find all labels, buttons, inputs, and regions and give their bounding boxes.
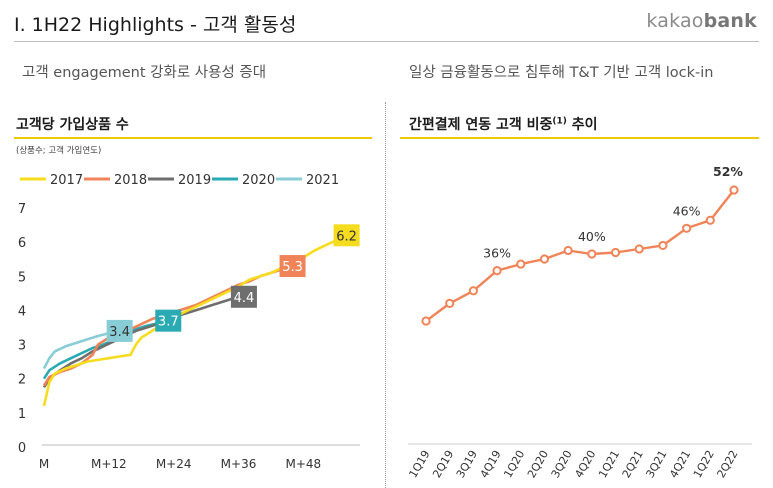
page-title: I. 1H22 Highlights - 고객 활동성 — [14, 14, 297, 36]
data-point-3Q21 — [658, 240, 668, 251]
end-label-box-2019 — [230, 285, 257, 308]
y-tick-label: 2 — [18, 373, 26, 388]
data-label-4Q19: 36% — [483, 246, 511, 261]
x-tick-label: 1Q20 — [501, 448, 527, 480]
left-panel-rule — [14, 137, 372, 139]
right-panel-title-suffix: 추이 — [566, 117, 598, 133]
x-tick-label: M — [39, 457, 49, 471]
end-label-2021: 3.4 — [109, 325, 130, 340]
x-tick-label: 2Q20 — [525, 448, 551, 480]
x-tick-label: 4Q20 — [572, 448, 598, 480]
x-tick-label: 3Q20 — [549, 448, 575, 480]
y-tick-label: 4 — [18, 304, 26, 319]
data-point-2Q22 — [729, 185, 739, 195]
left-subtitle: 고객 engagement 강화로 사용성 증대 — [22, 65, 267, 81]
data-label-4Q21: 46% — [673, 203, 701, 218]
right-panel-rule — [400, 137, 759, 139]
data-point-4Q19 — [492, 266, 502, 276]
x-tick-label: M+12 — [91, 457, 127, 471]
data-point-1Q19 — [421, 316, 431, 326]
x-tick-label: 2Q21 — [620, 448, 646, 480]
y-tick-label: 7 — [18, 202, 26, 217]
series-line-2020 — [42, 319, 169, 380]
right-panel-title: 간편결제 연동 고객 비중(1) 추이 — [409, 114, 598, 134]
y-tick-label: 0 — [18, 441, 26, 456]
end-label-box-2018 — [279, 255, 306, 278]
series-line-2021 — [42, 329, 120, 370]
legend-label-2018: 2018 — [114, 173, 147, 188]
data-point-1Q20 — [516, 259, 526, 269]
data-point-3Q20 — [563, 245, 573, 256]
data-point-4Q20 — [587, 249, 597, 259]
legend-label-2017: 2017 — [50, 173, 83, 188]
kakaobank-logo: kakaobank — [646, 10, 757, 32]
x-tick-label: M+24 — [156, 457, 192, 471]
y-tick-label: 3 — [18, 339, 26, 354]
data-label-4Q20: 40% — [578, 229, 606, 244]
x-tick-label: 1Q22 — [691, 448, 717, 480]
y-tick-label: 1 — [18, 407, 26, 422]
x-tick-label: 3Q19 — [454, 448, 480, 480]
x-tick-label: 4Q19 — [478, 448, 504, 480]
legend-label-2021: 2021 — [306, 173, 339, 188]
header-divider — [14, 41, 759, 42]
end-label-box-2017 — [333, 224, 360, 247]
end-label-2017: 6.2 — [336, 229, 357, 244]
panel-divider — [385, 102, 386, 488]
data-point-3Q19 — [468, 286, 478, 296]
logo-text-light: kakao — [646, 10, 704, 32]
x-tick-label: 4Q21 — [667, 448, 693, 480]
end-label-2020: 3.7 — [158, 315, 179, 330]
data-point-1Q21 — [610, 247, 621, 258]
products-per-customer-chart: 2017 2018 2019 2020 2021 0 1 2 3 4 5 6 7 M M+12 M+24 M+3… — [18, 173, 360, 471]
data-point-4Q21 — [682, 223, 692, 233]
series-line-2019 — [42, 295, 245, 388]
right-subtitle: 일상 금융활동으로 침투해 T&T 기반 고객 lock-in — [409, 65, 714, 81]
end-label-2018: 5.3 — [282, 260, 303, 275]
unit-note: (상품수; 고객 가입연도) — [16, 146, 102, 156]
ratio-line — [425, 189, 735, 322]
data-point-2Q21 — [634, 244, 644, 254]
legend-label-2020: 2020 — [242, 173, 275, 188]
data-point-2Q20 — [539, 254, 550, 264]
end-label-box-2020 — [155, 309, 182, 332]
x-tick-label: 2Q22 — [715, 448, 741, 480]
y-tick-label: 6 — [18, 236, 26, 251]
x-tick-label: 1Q21 — [596, 448, 622, 480]
data-point-1Q22 — [705, 215, 715, 225]
data-point-2Q19 — [445, 298, 455, 308]
y-tick-label: 5 — [18, 270, 26, 285]
x-tick-label: 2Q19 — [430, 448, 456, 480]
end-label-2019: 4.4 — [234, 291, 255, 306]
left-panel-title: 고객당 가입상품 수 — [16, 117, 129, 133]
end-label-box-2021 — [106, 319, 133, 342]
footnote-marker: (1) — [552, 116, 567, 127]
logo-text-bold: bank — [703, 10, 757, 32]
easy-payment-ratio-chart: 36% 40% 46% 52% 1Q192Q193Q194Q191Q202Q203Q20… — [407, 164, 752, 480]
right-panel-title-text: 간편결제 연동 고객 비중 — [409, 117, 553, 133]
legend-label-2019: 2019 — [178, 173, 211, 188]
x-tick-label: 1Q19 — [407, 448, 433, 480]
x-tick-label: M+36 — [221, 457, 257, 471]
x-tick-label: M+48 — [286, 457, 322, 471]
data-label-2Q22: 52% — [713, 164, 743, 179]
x-tick-label: 3Q21 — [643, 448, 669, 480]
